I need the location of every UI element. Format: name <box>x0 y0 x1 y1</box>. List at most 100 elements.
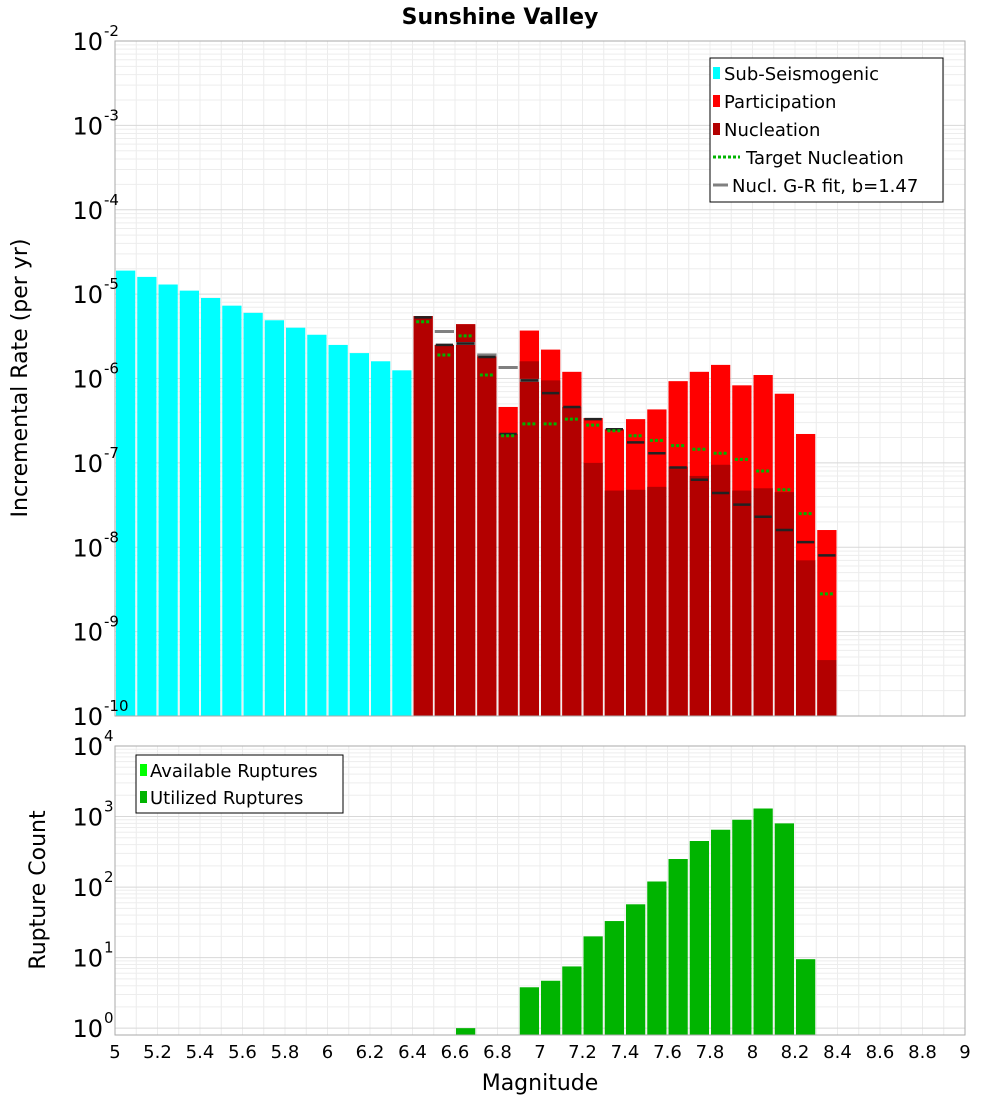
nucleation-bar <box>668 466 688 716</box>
nucleation-bar <box>477 354 497 716</box>
nucleation-bar <box>689 475 709 716</box>
rate-plot-frame <box>114 40 966 717</box>
x-tick-label: 7.2 <box>568 1042 597 1063</box>
y-tick-label: 10 <box>72 197 103 225</box>
legend-label-participation: Participation <box>724 92 836 113</box>
sub-seismogenic-bar <box>307 334 327 716</box>
y-tick-label: 10 <box>72 1015 103 1043</box>
utilized-ruptures-bar <box>774 823 794 1035</box>
nucleation-bar <box>498 433 518 716</box>
y-tick-exponent: -9 <box>104 613 119 631</box>
sub-seismogenic-bar <box>179 290 199 716</box>
y-tick-label: 10 <box>72 281 103 309</box>
y-tick-exponent: 1 <box>104 939 114 957</box>
nucleation-bar <box>753 488 773 716</box>
nucleation-bar <box>711 464 731 716</box>
y-tick-exponent: -6 <box>104 360 119 378</box>
y-tick-label: 10 <box>72 366 103 394</box>
count-x-ticks: 5 5.2 5.4 5.6 5.8 6 6.2 6.4 6.6 6.8 7 7.2 7.4 7.6 7.8 8… <box>109 1042 970 1063</box>
utilized-ruptures-bar <box>541 980 561 1035</box>
count-legend: Available Ruptures Utilized Ruptures <box>135 754 344 814</box>
utilized-ruptures-bar <box>753 808 773 1035</box>
x-tick-label: 7.6 <box>653 1042 682 1063</box>
nucleation-bar <box>647 486 667 716</box>
count-y-axis-label: Rupture Count <box>26 810 51 970</box>
legend-swatch-nucleation <box>713 123 720 135</box>
legend-label-available: Available Ruptures <box>150 761 318 782</box>
sub-seismogenic-bar <box>286 327 306 716</box>
y-tick-exponent: 2 <box>104 868 114 886</box>
rate-y-axis-label: Incremental Rate (per yr) <box>8 239 33 518</box>
y-tick-label: 10 <box>72 733 103 761</box>
y-tick-label: 10 <box>72 804 103 832</box>
legend-label-target-nucleation: Target Nucleation <box>745 148 904 169</box>
nucleation-bar <box>541 380 561 716</box>
sub-seismogenic-bar <box>264 320 284 716</box>
nucleation-bar <box>562 406 582 716</box>
utilized-ruptures-bar <box>519 987 539 1035</box>
utilized-ruptures-bar <box>732 819 752 1035</box>
y-tick-exponent: -5 <box>104 275 119 293</box>
x-tick-label: 7 <box>534 1042 545 1063</box>
x-tick-label: 7.8 <box>696 1042 725 1063</box>
y-tick-label: 10 <box>72 874 103 902</box>
y-tick-exponent: -7 <box>104 444 119 462</box>
x-axis-label: Magnitude <box>482 1071 599 1096</box>
rate-bars <box>116 270 837 716</box>
sub-seismogenic-bar <box>371 361 391 716</box>
y-tick-label: 10 <box>72 534 103 562</box>
utilized-ruptures-bar <box>711 829 731 1035</box>
x-tick-label: 8.4 <box>823 1042 852 1063</box>
y-tick-exponent: -4 <box>104 191 119 209</box>
sub-seismogenic-bar <box>116 270 136 716</box>
rate-legend: Sub-Seismogenic Participation Nucleation… <box>709 57 944 203</box>
legend-swatch-participation <box>713 95 720 107</box>
utilized-ruptures-bar <box>604 921 624 1035</box>
nucleation-bar <box>796 560 816 716</box>
nucleation-bar <box>626 489 646 716</box>
sub-seismogenic-bar <box>137 276 157 716</box>
sub-seismogenic-bar <box>201 297 221 716</box>
count-plot-frame <box>114 745 966 1036</box>
x-tick-label: 8.8 <box>908 1042 937 1063</box>
utilized-ruptures-bar <box>583 936 603 1035</box>
utilized-ruptures-bar <box>647 881 667 1035</box>
x-tick-label: 8 <box>747 1042 758 1063</box>
utilized-ruptures-bar <box>796 959 816 1035</box>
legend-label-nucleation: Nucleation <box>724 120 820 141</box>
x-tick-label: 6 <box>322 1042 333 1063</box>
legend-label-gr-fit: Nucl. G-R fit, b=1.47 <box>732 176 918 197</box>
x-tick-label: 6.4 <box>398 1042 427 1063</box>
x-tick-label: 8.6 <box>866 1042 895 1063</box>
legend-label-utilized: Utilized Ruptures <box>150 788 303 809</box>
nucleation-bar <box>774 492 794 716</box>
y-tick-label: 10 <box>72 945 103 973</box>
nucleation-bar <box>434 344 454 716</box>
x-tick-label: 5.8 <box>271 1042 300 1063</box>
nucleation-bar <box>413 316 433 716</box>
nucleation-bar <box>519 361 539 716</box>
sub-seismogenic-bar <box>158 284 178 716</box>
y-tick-exponent: -10 <box>104 697 129 715</box>
utilized-ruptures-bar <box>562 966 582 1035</box>
nucleation-bar <box>604 490 624 716</box>
x-tick-label: 5.2 <box>143 1042 172 1063</box>
sub-seismogenic-bar <box>392 370 412 716</box>
utilized-ruptures-bar <box>668 859 688 1035</box>
count-bars <box>456 808 816 1035</box>
sub-seismogenic-bar <box>328 344 348 716</box>
x-tick-label: 6.8 <box>483 1042 512 1063</box>
x-tick-label: 5 <box>109 1042 120 1063</box>
sub-seismogenic-bar <box>243 312 263 716</box>
y-tick-exponent: -8 <box>104 528 119 546</box>
y-tick-exponent: -3 <box>104 106 119 124</box>
rate-markers <box>414 316 836 596</box>
legend-label-sub-seismogenic: Sub-Seismogenic <box>724 64 879 85</box>
utilized-ruptures-bar <box>456 1028 476 1035</box>
x-tick-label: 6.6 <box>441 1042 470 1063</box>
